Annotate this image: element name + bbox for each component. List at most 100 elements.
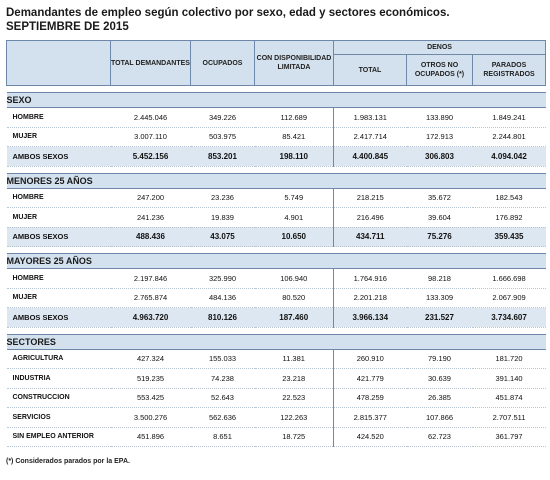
row-value: 451.896 — [110, 427, 191, 447]
row-value: 3.500.276 — [110, 407, 191, 428]
row-value: 306.803 — [406, 146, 473, 167]
row-value: 23.236 — [190, 188, 255, 208]
row-value: 11.381 — [254, 349, 334, 369]
section-title: SECTORES — [6, 333, 546, 350]
table-row: HOMBRE 247.200 23.236 5.749 218.215 35.672 182… — [6, 188, 546, 208]
row-label: AGRICULTURA — [6, 349, 111, 369]
row-value: 2.244.801 — [472, 127, 546, 147]
row-value: 484.136 — [190, 288, 255, 308]
row-value: 176.892 — [472, 207, 546, 228]
row-value: 39.604 — [406, 207, 473, 228]
table-row: HOMBRE 2.445.046 349.226 112.689 1.983.131 13… — [6, 107, 546, 128]
row-value: 231.527 — [406, 307, 473, 328]
row-value: 107.866 — [406, 407, 473, 428]
table-row-total: AMBOS SEXOS 488.436 43.075 10.650 434.711 75.… — [6, 227, 546, 247]
header-con-disponibilidad: CON DISPONIBILIDAD LIMITADA — [254, 40, 334, 86]
row-value: 5.749 — [254, 188, 334, 208]
row-value: 361.797 — [472, 427, 546, 447]
row-value: 2.197.846 — [110, 268, 191, 289]
row-value: 85.421 — [254, 127, 334, 147]
row-value: 1.666.698 — [472, 268, 546, 289]
row-value: 106.940 — [254, 268, 334, 289]
row-value: 241.236 — [110, 207, 191, 228]
section-spacer — [6, 246, 546, 254]
row-label: SERVICIOS — [6, 407, 111, 428]
row-label: MUJER — [6, 207, 111, 228]
row-value: 74.238 — [190, 368, 255, 389]
header-otros-no-ocupados: OTROS NO OCUPADOS (*) — [406, 54, 473, 86]
row-value: 122.263 — [254, 407, 334, 428]
row-value: 23.218 — [254, 368, 334, 389]
row-value: 133.890 — [406, 107, 473, 128]
row-value: 26.385 — [406, 388, 473, 408]
row-value: 10.650 — [254, 227, 334, 247]
row-label: HOMBRE — [6, 268, 111, 289]
table-row-total: AMBOS SEXOS 5.452.156 853.201 198.110 4.400.… — [6, 146, 546, 167]
section-header: MAYORES 25 AÑOS — [6, 253, 546, 269]
row-value: 187.460 — [254, 307, 334, 328]
table-row: SIN EMPLEO ANTERIOR 451.896 8.651 18.725 424… — [6, 427, 546, 447]
header-denos: DENOS — [332, 40, 547, 55]
section-title: SEXO — [6, 92, 546, 108]
row-value: 62.723 — [406, 427, 473, 447]
row-value: 247.200 — [110, 188, 191, 208]
row-value: 18.725 — [254, 427, 334, 447]
row-value: 424.520 — [333, 427, 407, 447]
row-value: 182.543 — [472, 188, 546, 208]
row-value: 52.643 — [190, 388, 255, 408]
row-value: 3.966.134 — [333, 307, 407, 328]
section-header: SEXO — [6, 92, 546, 108]
row-label: CONSTRUCCION — [6, 388, 111, 408]
row-value: 43.075 — [190, 227, 255, 247]
section-title: MAYORES 25 AÑOS — [6, 253, 546, 269]
row-value: 218.215 — [333, 188, 407, 208]
table-body: SEXO HOMBRE 2.445.046 349.226 112.689 1.983.1… — [6, 85, 546, 447]
row-value: 349.226 — [190, 107, 255, 128]
report-title: Demandantes de empleo según colectivo po… — [6, 6, 450, 34]
row-value: 427.324 — [110, 349, 191, 369]
header-ocupados: OCUPADOS — [190, 40, 255, 86]
section-spacer — [6, 166, 546, 173]
row-value: 2.067.909 — [472, 288, 546, 308]
row-value: 1.983.131 — [333, 107, 407, 128]
table-row: HOMBRE 2.197.846 325.990 106.940 1.764.916 98… — [6, 268, 546, 289]
row-value: 434.711 — [333, 227, 407, 247]
table-row: SERVICIOS 3.500.276 562.636 122.263 2.815.37… — [6, 407, 546, 428]
row-value: 421.779 — [333, 368, 407, 389]
row-label: HOMBRE — [6, 107, 111, 128]
row-value: 155.033 — [190, 349, 255, 369]
row-value: 79.190 — [406, 349, 473, 369]
row-value: 2.445.046 — [110, 107, 191, 128]
row-value: 133.309 — [406, 288, 473, 308]
row-value: 853.201 — [190, 146, 255, 167]
data-table: TOTAL DEMANDANTES OCUPADOS CON DISPONIBI… — [6, 40, 547, 447]
row-value: 2.417.714 — [333, 127, 407, 147]
row-value: 216.496 — [333, 207, 407, 228]
row-value: 112.689 — [254, 107, 334, 128]
row-value: 2.707.511 — [472, 407, 546, 428]
row-value: 4.963.720 — [110, 307, 191, 328]
table-row-total: AMBOS SEXOS 4.963.720 810.126 187.460 3.966.… — [6, 307, 546, 328]
header-row-1: TOTAL DEMANDANTES OCUPADOS CON DISPONIBI… — [6, 40, 547, 86]
row-value: 8.651 — [190, 427, 255, 447]
row-value: 19.839 — [190, 207, 255, 228]
row-label: SIN EMPLEO ANTERIOR — [6, 427, 111, 447]
table-row: CONSTRUCCION 553.425 52.643 22.523 478.259 26… — [6, 388, 546, 408]
row-value: 22.523 — [254, 388, 334, 408]
row-label: INDUSTRIA — [6, 368, 111, 389]
section-title: MENORES 25 AÑOS — [6, 172, 546, 189]
row-value: 2.815.377 — [333, 407, 407, 428]
header-total: TOTAL — [333, 54, 407, 86]
row-label: HOMBRE — [6, 188, 111, 208]
row-value: 359.435 — [472, 227, 546, 247]
table-row: AGRICULTURA 427.324 155.033 11.381 260.910 79… — [6, 349, 546, 369]
row-value: 30.639 — [406, 368, 473, 389]
header-parados-registrados: PARADOS REGISTRADOS — [471, 54, 547, 86]
header-row-2: TOTAL OTROS NO OCUPADOS (*) PARADOS REGI… — [7, 54, 547, 86]
title-line-2: SEPTIEMBRE DE 2015 — [6, 21, 129, 33]
section-header: SECTORES — [6, 333, 546, 350]
row-label: AMBOS SEXOS — [6, 307, 111, 328]
header-blank — [6, 40, 111, 86]
row-value: 4.400.845 — [333, 146, 407, 167]
section-spacer — [6, 85, 546, 93]
